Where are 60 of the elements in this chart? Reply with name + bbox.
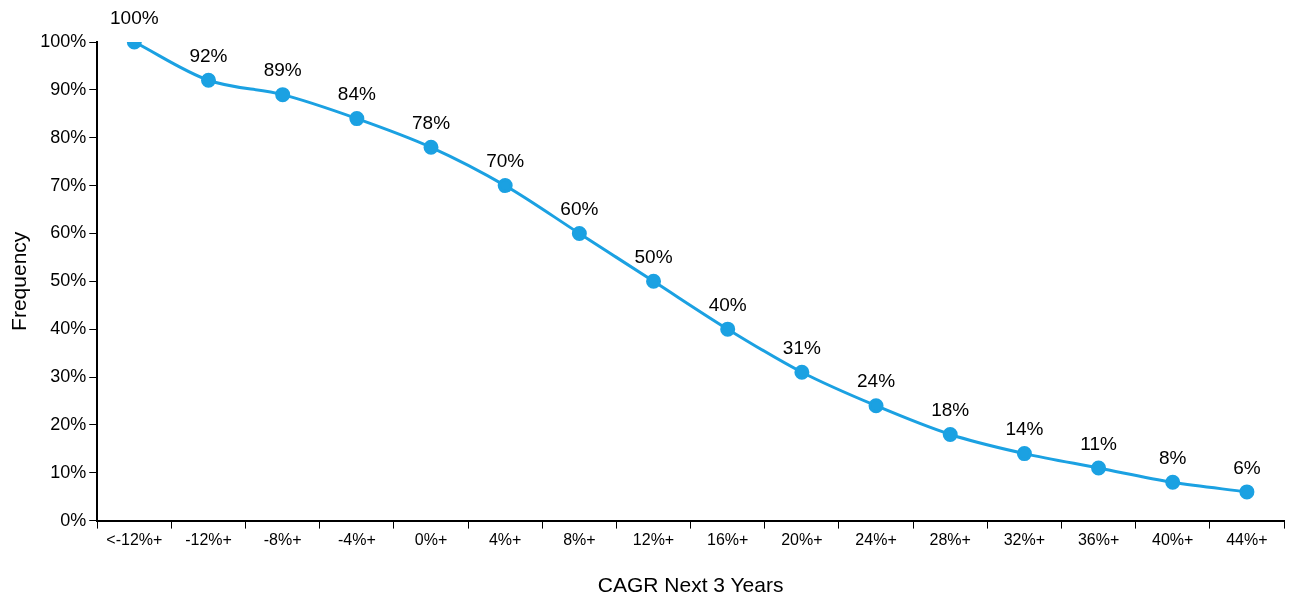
point bbox=[571, 225, 587, 241]
x-tick-label: 40%+ bbox=[1152, 530, 1194, 548]
y-tick-label: 0% bbox=[60, 509, 87, 530]
point bbox=[497, 178, 513, 194]
point bbox=[1091, 460, 1107, 476]
x-tick-label: 36%+ bbox=[1077, 530, 1120, 548]
data-label: 50% bbox=[634, 246, 673, 268]
x-tick-label: 12%+ bbox=[632, 530, 675, 548]
point bbox=[646, 273, 662, 289]
data-label: 84% bbox=[337, 83, 376, 105]
data-label: 18% bbox=[931, 399, 970, 421]
data-label: 78% bbox=[412, 112, 451, 134]
y-tick-label: 50% bbox=[50, 270, 87, 291]
y-tick-label: 80% bbox=[50, 126, 87, 147]
point bbox=[1165, 474, 1181, 490]
data-label: 31% bbox=[782, 336, 821, 358]
data-label: 14% bbox=[1005, 418, 1044, 440]
point bbox=[868, 398, 884, 414]
data-label: 8% bbox=[1159, 447, 1187, 469]
x-tick-label: <-12%+ bbox=[106, 530, 163, 548]
y-tick-label: 70% bbox=[50, 174, 87, 195]
x-tick-label: 0%+ bbox=[414, 530, 448, 548]
x-tick-label: 24%+ bbox=[855, 530, 897, 548]
data-label: 60% bbox=[560, 198, 599, 220]
data-label: 24% bbox=[857, 370, 896, 392]
point bbox=[201, 72, 216, 88]
x-tick-label: 32%+ bbox=[1003, 530, 1046, 548]
data-label: 40% bbox=[708, 293, 747, 315]
y-tick-label: 100% bbox=[40, 30, 87, 51]
x-tick-label: 16%+ bbox=[707, 530, 749, 548]
point bbox=[794, 364, 810, 380]
data-label: 6% bbox=[1233, 456, 1261, 478]
data-label: 11% bbox=[1080, 432, 1117, 454]
x-tick-label: -8%+ bbox=[263, 530, 302, 548]
y-tick-label: 90% bbox=[50, 78, 87, 99]
y-tick-label: 30% bbox=[50, 365, 87, 386]
point bbox=[1239, 484, 1255, 500]
x-tick-label: -12%+ bbox=[185, 530, 232, 548]
x-tick-label: 44%+ bbox=[1226, 530, 1268, 548]
point bbox=[349, 111, 365, 127]
x-tick-label: 4%+ bbox=[488, 530, 522, 548]
x-tick-label: 8%+ bbox=[563, 530, 596, 548]
x-tick-label: -4%+ bbox=[337, 530, 376, 548]
x-axis-title: CAGR Next 3 Years bbox=[597, 573, 784, 597]
point bbox=[423, 139, 439, 155]
point bbox=[1016, 446, 1032, 462]
y-tick-label: 20% bbox=[50, 413, 87, 434]
y-tick-label: 10% bbox=[50, 461, 87, 482]
y-tick-label: 60% bbox=[50, 222, 87, 243]
point bbox=[720, 321, 736, 337]
x-tick-label: 20%+ bbox=[781, 530, 823, 548]
data-label: 92% bbox=[189, 45, 228, 67]
y-axis-title: Frequency bbox=[7, 231, 31, 331]
point bbox=[275, 87, 291, 103]
point bbox=[942, 426, 958, 442]
y-tick-label: 40% bbox=[50, 318, 87, 339]
data-label: 89% bbox=[263, 59, 302, 81]
x-tick-label: 28%+ bbox=[929, 530, 971, 548]
data-label: 100% bbox=[110, 6, 159, 28]
data-label: 70% bbox=[486, 150, 525, 172]
